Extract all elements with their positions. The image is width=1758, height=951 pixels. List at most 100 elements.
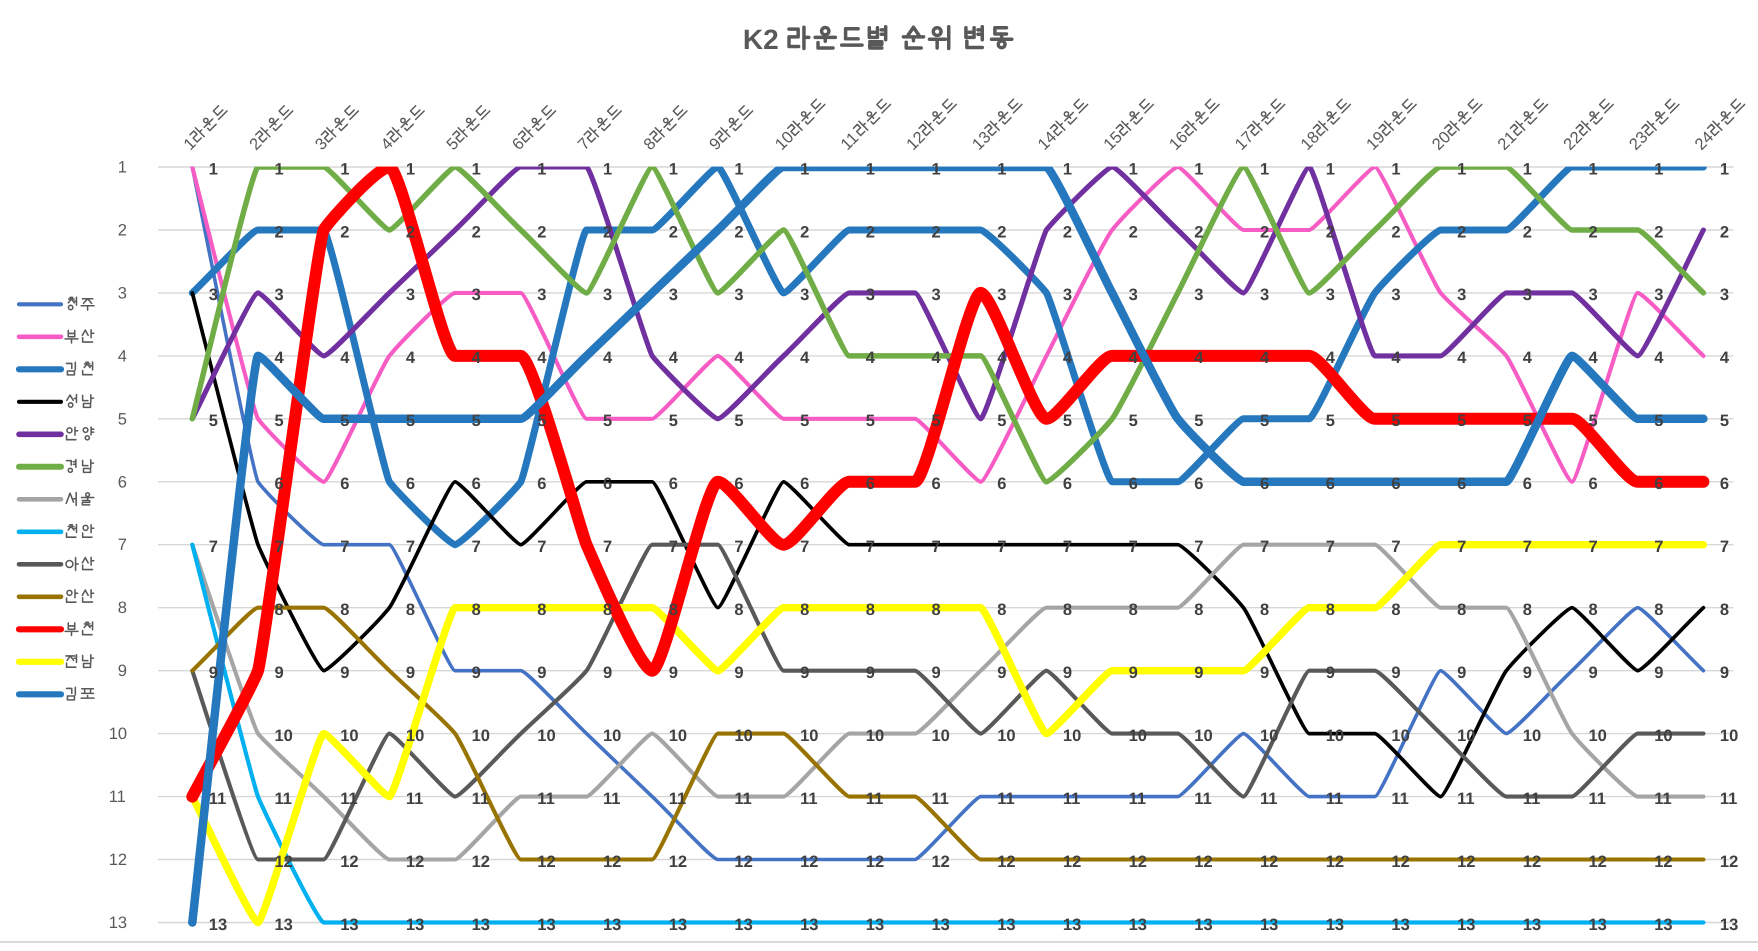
svg-text:6: 6 [1391,475,1400,493]
svg-text:2: 2 [1523,223,1532,241]
svg-text:7: 7 [1523,538,1532,556]
svg-text:9: 9 [669,664,678,682]
svg-text:11: 11 [472,790,489,808]
svg-text:9: 9 [1589,664,1598,682]
svg-text:7: 7 [734,538,743,556]
svg-text:13: 13 [1523,916,1541,934]
svg-text:9: 9 [800,664,809,682]
svg-text:1: 1 [734,160,743,178]
svg-text:10: 10 [537,727,555,745]
svg-text:6: 6 [118,473,127,491]
svg-text:5: 5 [1063,412,1072,430]
svg-text:5: 5 [209,412,218,430]
svg-text:6: 6 [1194,475,1203,493]
svg-text:8: 8 [1589,601,1598,619]
svg-text:5: 5 [866,412,875,430]
svg-text:9: 9 [537,664,546,682]
svg-text:9: 9 [118,662,127,680]
svg-text:7: 7 [1194,538,1203,556]
svg-text:6: 6 [997,475,1006,493]
svg-text:3: 3 [932,286,941,304]
svg-text:3: 3 [1194,286,1203,304]
svg-text:7: 7 [932,538,941,556]
svg-text:13: 13 [109,914,127,932]
svg-text:6: 6 [669,475,678,493]
svg-text:2: 2 [340,223,349,241]
svg-text:1: 1 [118,159,127,177]
svg-text:9: 9 [932,664,941,682]
svg-text:3: 3 [1063,286,1072,304]
svg-text:5: 5 [997,412,1006,430]
svg-text:11: 11 [932,790,949,808]
svg-text:10: 10 [406,727,424,745]
svg-text:11: 11 [1260,790,1277,808]
svg-text:5: 5 [1129,412,1138,430]
svg-text:8: 8 [603,601,612,619]
svg-text:3: 3 [800,286,809,304]
svg-text:6: 6 [1260,475,1269,493]
svg-text:1: 1 [1457,160,1466,178]
svg-text:1: 1 [472,160,481,178]
svg-text:6: 6 [734,475,743,493]
svg-text:7: 7 [866,538,875,556]
svg-text:7: 7 [669,538,678,556]
svg-text:6: 6 [1457,475,1466,493]
svg-text:2: 2 [1720,223,1729,241]
svg-text:6: 6 [800,475,809,493]
svg-text:12: 12 [537,853,555,871]
svg-text:7: 7 [603,538,612,556]
svg-text:1: 1 [406,160,415,178]
svg-text:4: 4 [406,349,416,367]
svg-text:5: 5 [669,412,678,430]
svg-text:3: 3 [406,286,415,304]
svg-text:9: 9 [866,664,875,682]
svg-text:3: 3 [1260,286,1269,304]
svg-text:4: 4 [1589,349,1599,367]
svg-text:6: 6 [1720,475,1729,493]
svg-text:12: 12 [734,853,752,871]
svg-text:7: 7 [209,538,218,556]
svg-text:6: 6 [1589,475,1598,493]
svg-text:13: 13 [1391,916,1409,934]
svg-text:3: 3 [472,286,481,304]
svg-text:3: 3 [1654,286,1663,304]
svg-text:4: 4 [603,349,613,367]
svg-text:9: 9 [1129,664,1138,682]
svg-text:1: 1 [275,160,284,178]
svg-text:4: 4 [537,349,547,367]
svg-text:7: 7 [537,538,546,556]
svg-text:9: 9 [1391,664,1400,682]
svg-text:1: 1 [1391,160,1400,178]
svg-text:12: 12 [603,853,621,871]
svg-text:10: 10 [340,727,358,745]
svg-text:5: 5 [340,412,349,430]
svg-text:1: 1 [1260,160,1269,178]
svg-text:3: 3 [603,286,612,304]
svg-text:5: 5 [1457,412,1466,430]
svg-text:12: 12 [1129,853,1147,871]
svg-text:11: 11 [1720,790,1737,808]
svg-text:9: 9 [472,664,481,682]
svg-text:1: 1 [1326,160,1335,178]
svg-text:5: 5 [1260,412,1269,430]
svg-text:12: 12 [1589,853,1607,871]
svg-text:13: 13 [1720,916,1738,934]
svg-text:9: 9 [209,664,218,682]
svg-text:5: 5 [1720,412,1729,430]
svg-text:10: 10 [932,727,950,745]
svg-text:2: 2 [406,223,415,241]
svg-text:3: 3 [669,286,678,304]
svg-text:4: 4 [734,349,744,367]
svg-text:1: 1 [209,160,218,178]
svg-text:11: 11 [1326,790,1343,808]
svg-text:2: 2 [603,223,612,241]
svg-text:2: 2 [472,223,481,241]
svg-text:5: 5 [537,412,546,430]
svg-text:11: 11 [1129,790,1146,808]
svg-text:2: 2 [1129,223,1138,241]
svg-text:12: 12 [932,853,950,871]
svg-text:11: 11 [1194,790,1211,808]
svg-text:8: 8 [1063,601,1072,619]
svg-text:4: 4 [1523,349,1533,367]
svg-text:12: 12 [669,853,687,871]
